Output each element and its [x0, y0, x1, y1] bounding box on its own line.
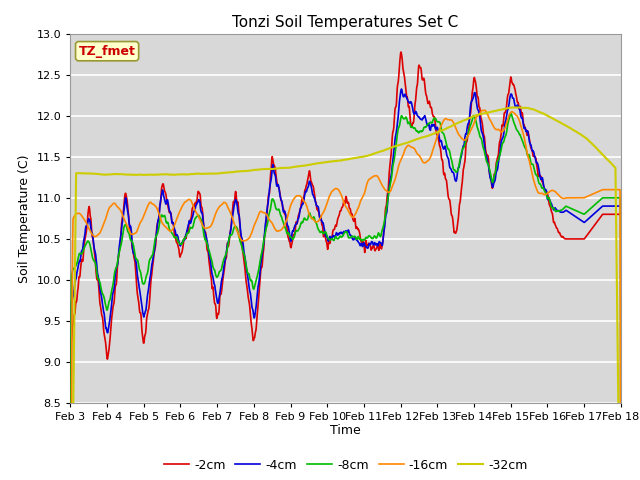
- -4cm: [521, 125, 529, 131]
- -4cm: [188, 215, 196, 221]
- -8cm: [296, 225, 303, 230]
- -32cm: [568, 127, 576, 132]
- -8cm: [508, 111, 515, 117]
- -2cm: [282, 219, 290, 225]
- -16cm: [521, 138, 529, 144]
- Line: -2cm: -2cm: [70, 52, 621, 480]
- -4cm: [568, 212, 576, 217]
- -16cm: [568, 195, 576, 201]
- -8cm: [282, 228, 290, 234]
- -32cm: [430, 131, 438, 136]
- -2cm: [397, 49, 405, 55]
- Y-axis label: Soil Temperature (C): Soil Temperature (C): [18, 154, 31, 283]
- -16cm: [296, 193, 303, 199]
- Title: Tonzi Soil Temperatures Set C: Tonzi Soil Temperatures Set C: [232, 15, 459, 30]
- Line: -4cm: -4cm: [70, 89, 621, 480]
- -4cm: [296, 209, 303, 215]
- -2cm: [296, 208, 303, 214]
- -4cm: [282, 217, 290, 223]
- -2cm: [568, 236, 576, 242]
- -8cm: [521, 144, 529, 150]
- -2cm: [617, 211, 625, 217]
- Legend: -2cm, -4cm, -8cm, -16cm, -32cm: -2cm, -4cm, -8cm, -16cm, -32cm: [159, 454, 532, 477]
- -2cm: [188, 208, 196, 214]
- Line: -8cm: -8cm: [70, 114, 621, 480]
- -2cm: [521, 124, 529, 130]
- -8cm: [188, 225, 196, 231]
- X-axis label: Time: Time: [330, 424, 361, 437]
- -16cm: [481, 108, 488, 113]
- -4cm: [431, 121, 438, 127]
- Line: -16cm: -16cm: [70, 110, 621, 480]
- -2cm: [431, 114, 438, 120]
- -32cm: [282, 165, 290, 171]
- -16cm: [188, 200, 196, 205]
- -32cm: [521, 105, 529, 111]
- -8cm: [430, 116, 438, 121]
- -8cm: [568, 206, 576, 212]
- -4cm: [617, 203, 625, 209]
- Text: TZ_fmet: TZ_fmet: [79, 45, 136, 58]
- -32cm: [296, 163, 303, 169]
- -32cm: [509, 105, 517, 110]
- -16cm: [282, 218, 290, 224]
- -4cm: [397, 86, 405, 92]
- -16cm: [430, 144, 438, 150]
- -32cm: [188, 171, 196, 177]
- Line: -32cm: -32cm: [70, 108, 621, 480]
